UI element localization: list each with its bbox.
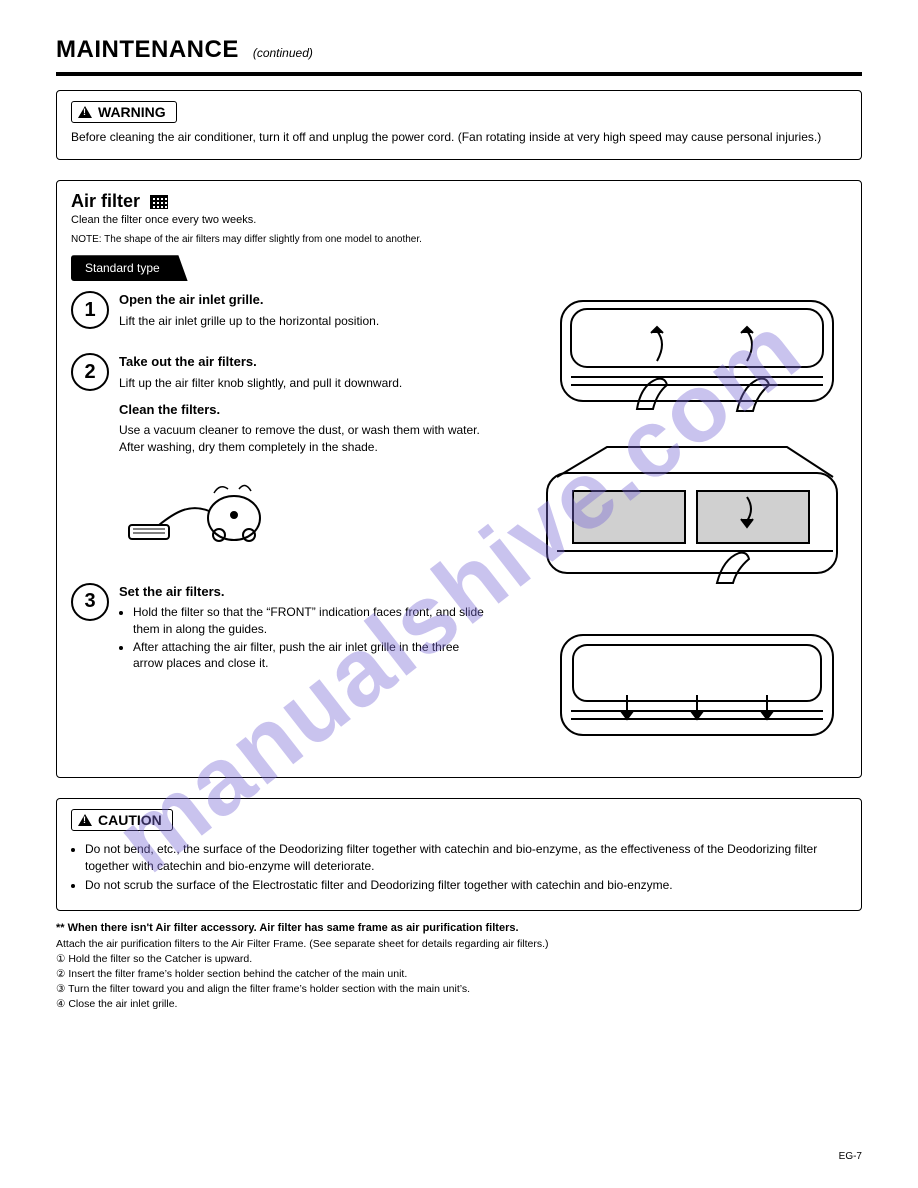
warning-badge: WARNING <box>71 101 177 123</box>
step-2: 2 Take out the air filters. Lift up the … <box>71 353 489 553</box>
title-divider <box>56 72 862 76</box>
unit-filter-illustration <box>537 443 847 593</box>
caution-label: CAUTION <box>98 812 162 828</box>
step-title: Open the air inlet grille. <box>119 291 489 309</box>
air-filter-subtitle: Clean the filter once every two weeks. <box>71 214 847 226</box>
step-number: 1 <box>71 291 109 329</box>
footnote-line: ③ Turn the filter toward you and align t… <box>56 982 862 997</box>
footnote-line: ④ Close the air inlet grille. <box>56 997 862 1012</box>
page-title-continued: (continued) <box>253 46 313 60</box>
air-filter-note: NOTE: The shape of the air filters may d… <box>71 234 847 245</box>
step-text: Lift the air inlet grille up to the hori… <box>119 313 489 329</box>
unit-close-illustration <box>547 625 847 755</box>
step-title: Set the air filters. <box>119 583 489 601</box>
standard-type-pill: Standard type <box>71 255 188 281</box>
step-number: 2 <box>71 353 109 391</box>
footnote-line: ② Insert the filter frame’s holder secti… <box>56 967 862 982</box>
step-title: Take out the air filters. <box>119 353 489 371</box>
footnote-line: ① Hold the filter so the Catcher is upwa… <box>56 952 862 967</box>
step-text: Lift up the air filter knob slightly, an… <box>119 375 489 391</box>
warning-text: Before cleaning the air conditioner, tur… <box>71 129 847 145</box>
step-number: 3 <box>71 583 109 621</box>
vacuum-illustration <box>119 463 279 553</box>
warning-label: WARNING <box>98 104 166 120</box>
page-number: EG-7 <box>839 1151 862 1162</box>
step-3: 3 Set the air filters. Hold the filter s… <box>71 583 489 673</box>
footnote-heading: ** When there isn't Air filter accessory… <box>56 921 862 937</box>
steps-column: 1 Open the air inlet grille. Lift the ai… <box>71 291 489 755</box>
footnote-block: ** When there isn't Air filter accessory… <box>56 921 862 1013</box>
step-bullet: Hold the filter so that the “FRONT” indi… <box>133 604 489 636</box>
unit-open-illustration <box>547 291 847 421</box>
warning-icon <box>78 814 92 826</box>
step-bullet: After attaching the air filter, push the… <box>133 639 489 671</box>
caution-bullet: Do not bend, etc., the surface of the De… <box>85 841 847 875</box>
air-filter-box: Air filter Clean the filter once every t… <box>56 180 862 778</box>
air-filter-title: Air filter <box>71 191 140 212</box>
footnote-line: Attach the air purification filters to t… <box>56 937 862 952</box>
caution-badge: CAUTION <box>71 809 173 831</box>
filter-grid-icon <box>150 195 168 209</box>
caution-bullet: Do not scrub the surface of the Electros… <box>85 877 847 894</box>
warning-box: WARNING Before cleaning the air conditio… <box>56 90 862 160</box>
step-subtitle: Clean the filters. <box>119 401 489 419</box>
step-1: 1 Open the air inlet grille. Lift the ai… <box>71 291 489 329</box>
warning-icon <box>78 106 92 118</box>
caution-box: CAUTION Do not bend, etc., the surface o… <box>56 798 862 910</box>
illustrations-column <box>505 291 847 755</box>
page-title-row: MAINTENANCE (continued) <box>56 36 862 64</box>
step-subtext: Use a vacuum cleaner to remove the dust,… <box>119 422 489 454</box>
page-title: MAINTENANCE <box>56 36 239 64</box>
